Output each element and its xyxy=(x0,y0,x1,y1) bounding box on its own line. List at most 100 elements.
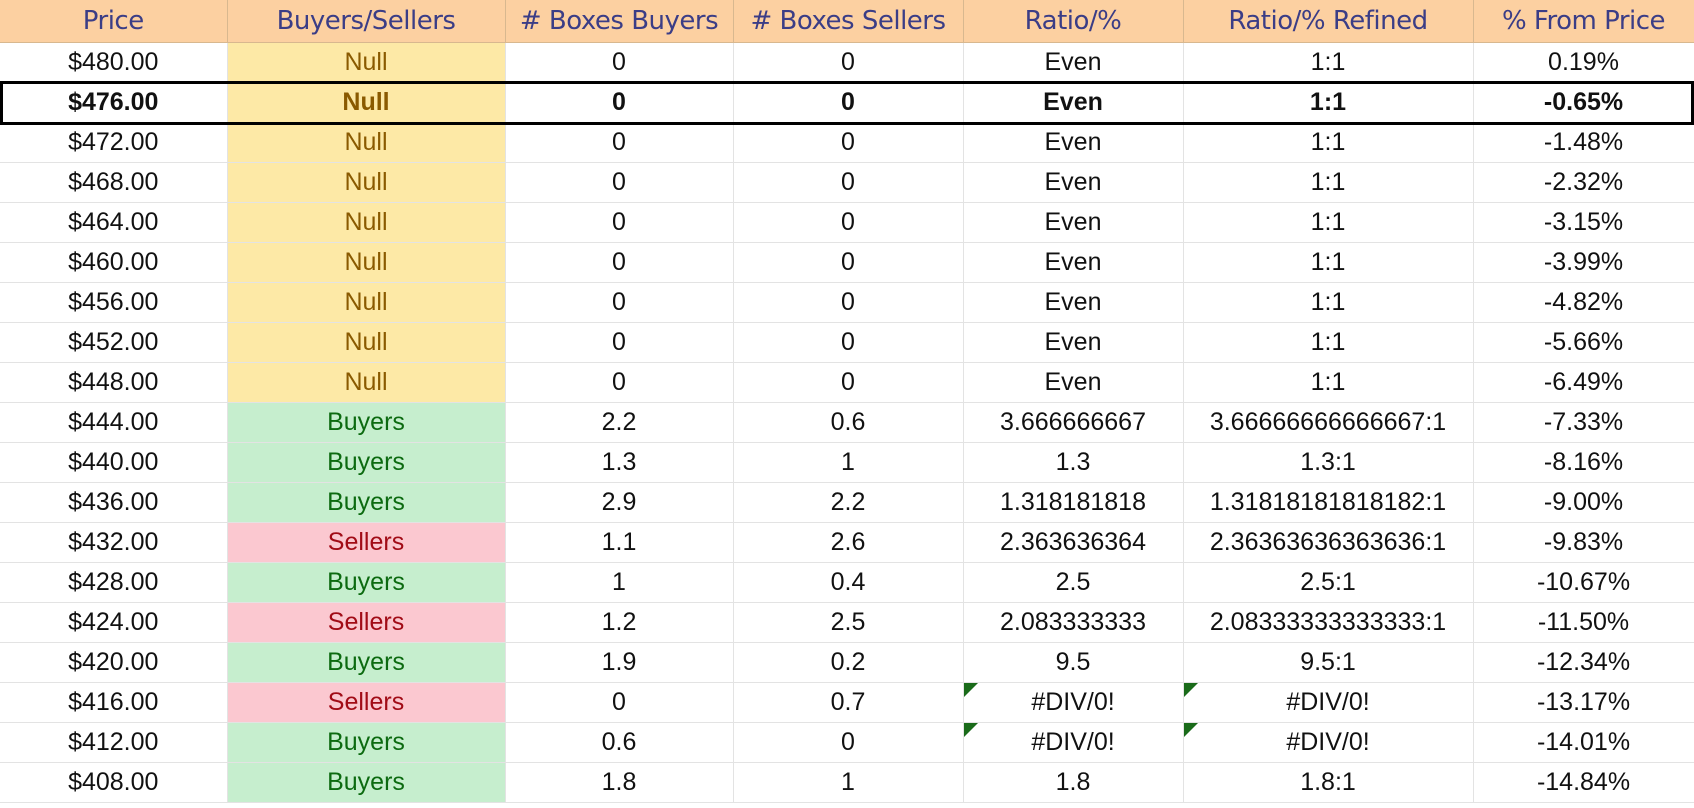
from-price-cell[interactable]: -4.82% xyxy=(1473,282,1694,323)
boxes-buyers-cell[interactable]: 2.9 xyxy=(505,482,734,523)
ratio-cell[interactable]: Even xyxy=(963,282,1184,323)
price-cell[interactable]: $468.00 xyxy=(0,162,228,203)
boxes-buyers-cell[interactable]: 1.1 xyxy=(505,522,734,563)
boxes-buyers-cell[interactable]: 0 xyxy=(505,282,734,323)
boxes-sellers-cell[interactable]: 0 xyxy=(733,362,964,403)
boxes-buyers-cell[interactable]: 0 xyxy=(505,122,734,163)
price-cell[interactable]: $416.00 xyxy=(0,682,228,723)
ratio-cell[interactable]: 2.083333333 xyxy=(963,602,1184,643)
price-cell[interactable]: $408.00 xyxy=(0,762,228,803)
ratio-refined-cell[interactable]: 1:1 xyxy=(1183,42,1474,83)
ratio-cell[interactable]: #DIV/0! xyxy=(963,722,1184,763)
header-buyers-sellers[interactable]: Buyers/Sellers xyxy=(227,0,506,43)
from-price-cell[interactable]: -12.34% xyxy=(1473,642,1694,683)
from-price-cell[interactable]: -10.67% xyxy=(1473,562,1694,603)
ratio-cell[interactable]: Even xyxy=(963,42,1184,83)
side-cell[interactable]: Null xyxy=(227,362,506,403)
from-price-cell[interactable]: -13.17% xyxy=(1473,682,1694,723)
price-cell[interactable]: $472.00 xyxy=(0,122,228,163)
side-cell[interactable]: Buyers xyxy=(227,642,506,683)
boxes-buyers-cell[interactable]: 0 xyxy=(505,42,734,83)
ratio-refined-cell[interactable]: 1:1 xyxy=(1183,82,1474,123)
from-price-cell[interactable]: -6.49% xyxy=(1473,362,1694,403)
boxes-sellers-cell[interactable]: 0 xyxy=(733,202,964,243)
ratio-refined-cell[interactable]: 1:1 xyxy=(1183,242,1474,283)
side-cell[interactable]: Null xyxy=(227,322,506,363)
boxes-sellers-cell[interactable]: 0.2 xyxy=(733,642,964,683)
price-cell[interactable]: $448.00 xyxy=(0,362,228,403)
ratio-refined-cell[interactable]: 1:1 xyxy=(1183,322,1474,363)
ratio-cell[interactable]: 9.5 xyxy=(963,642,1184,683)
ratio-refined-cell[interactable]: 1.31818181818182:1 xyxy=(1183,482,1474,523)
boxes-buyers-cell[interactable]: 1 xyxy=(505,562,734,603)
from-price-cell[interactable]: -2.32% xyxy=(1473,162,1694,203)
side-cell[interactable]: Buyers xyxy=(227,482,506,523)
ratio-cell[interactable]: Even xyxy=(963,322,1184,363)
ratio-refined-cell[interactable]: #DIV/0! xyxy=(1183,722,1474,763)
header-boxes-sellers[interactable]: # Boxes Sellers xyxy=(733,0,964,43)
header-ratio-refined[interactable]: Ratio/% Refined xyxy=(1183,0,1474,43)
boxes-sellers-cell[interactable]: 0 xyxy=(733,282,964,323)
boxes-sellers-cell[interactable]: 2.6 xyxy=(733,522,964,563)
ratio-cell[interactable]: Even xyxy=(963,162,1184,203)
from-price-cell[interactable]: -9.00% xyxy=(1473,482,1694,523)
ratio-refined-cell[interactable]: 1:1 xyxy=(1183,162,1474,203)
ratio-cell[interactable]: 2.5 xyxy=(963,562,1184,603)
side-cell[interactable]: Null xyxy=(227,202,506,243)
side-cell[interactable]: Sellers xyxy=(227,682,506,723)
boxes-buyers-cell[interactable]: 0 xyxy=(505,202,734,243)
side-cell[interactable]: Null xyxy=(227,162,506,203)
from-price-cell[interactable]: -14.84% xyxy=(1473,762,1694,803)
boxes-sellers-cell[interactable]: 0 xyxy=(733,322,964,363)
ratio-cell[interactable]: Even xyxy=(963,362,1184,403)
boxes-sellers-cell[interactable]: 0 xyxy=(733,722,964,763)
price-cell[interactable]: $480.00 xyxy=(0,42,228,83)
ratio-refined-cell[interactable]: 2.36363636363636:1 xyxy=(1183,522,1474,563)
price-cell[interactable]: $440.00 xyxy=(0,442,228,483)
boxes-buyers-cell[interactable]: 1.8 xyxy=(505,762,734,803)
price-cell[interactable]: $436.00 xyxy=(0,482,228,523)
boxes-buyers-cell[interactable]: 0.6 xyxy=(505,722,734,763)
price-cell[interactable]: $456.00 xyxy=(0,282,228,323)
side-cell[interactable]: Buyers xyxy=(227,762,506,803)
ratio-refined-cell[interactable]: #DIV/0! xyxy=(1183,682,1474,723)
boxes-buyers-cell[interactable]: 0 xyxy=(505,242,734,283)
ratio-refined-cell[interactable]: 1:1 xyxy=(1183,362,1474,403)
header-from-price[interactable]: % From Price xyxy=(1473,0,1694,43)
price-cell[interactable]: $464.00 xyxy=(0,202,228,243)
price-cell[interactable]: $432.00 xyxy=(0,522,228,563)
side-cell[interactable]: Null xyxy=(227,122,506,163)
price-cell[interactable]: $420.00 xyxy=(0,642,228,683)
side-cell[interactable]: Buyers xyxy=(227,442,506,483)
from-price-cell[interactable]: 0.19% xyxy=(1473,42,1694,83)
price-cell[interactable]: $452.00 xyxy=(0,322,228,363)
boxes-sellers-cell[interactable]: 0 xyxy=(733,162,964,203)
price-cell[interactable]: $424.00 xyxy=(0,602,228,643)
boxes-buyers-cell[interactable]: 1.3 xyxy=(505,442,734,483)
ratio-cell[interactable]: 1.3 xyxy=(963,442,1184,483)
ratio-refined-cell[interactable]: 3.66666666666667:1 xyxy=(1183,402,1474,443)
from-price-cell[interactable]: -5.66% xyxy=(1473,322,1694,363)
price-cell[interactable]: $444.00 xyxy=(0,402,228,443)
ratio-cell[interactable]: Even xyxy=(963,242,1184,283)
price-cell[interactable]: $428.00 xyxy=(0,562,228,603)
boxes-buyers-cell[interactable]: 0 xyxy=(505,162,734,203)
ratio-refined-cell[interactable]: 1:1 xyxy=(1183,122,1474,163)
boxes-sellers-cell[interactable]: 1 xyxy=(733,762,964,803)
ratio-refined-cell[interactable]: 2.08333333333333:1 xyxy=(1183,602,1474,643)
boxes-sellers-cell[interactable]: 0.6 xyxy=(733,402,964,443)
ratio-refined-cell[interactable]: 9.5:1 xyxy=(1183,642,1474,683)
side-cell[interactable]: Sellers xyxy=(227,602,506,643)
side-cell[interactable]: Buyers xyxy=(227,562,506,603)
from-price-cell[interactable]: -11.50% xyxy=(1473,602,1694,643)
ratio-cell[interactable]: #DIV/0! xyxy=(963,682,1184,723)
boxes-sellers-cell[interactable]: 0 xyxy=(733,42,964,83)
from-price-cell[interactable]: -3.99% xyxy=(1473,242,1694,283)
from-price-cell[interactable]: -0.65% xyxy=(1473,82,1694,123)
boxes-sellers-cell[interactable]: 0 xyxy=(733,122,964,163)
side-cell[interactable]: Null xyxy=(227,42,506,83)
from-price-cell[interactable]: -7.33% xyxy=(1473,402,1694,443)
price-cell[interactable]: $412.00 xyxy=(0,722,228,763)
header-boxes-buyers[interactable]: # Boxes Buyers xyxy=(505,0,734,43)
from-price-cell[interactable]: -8.16% xyxy=(1473,442,1694,483)
